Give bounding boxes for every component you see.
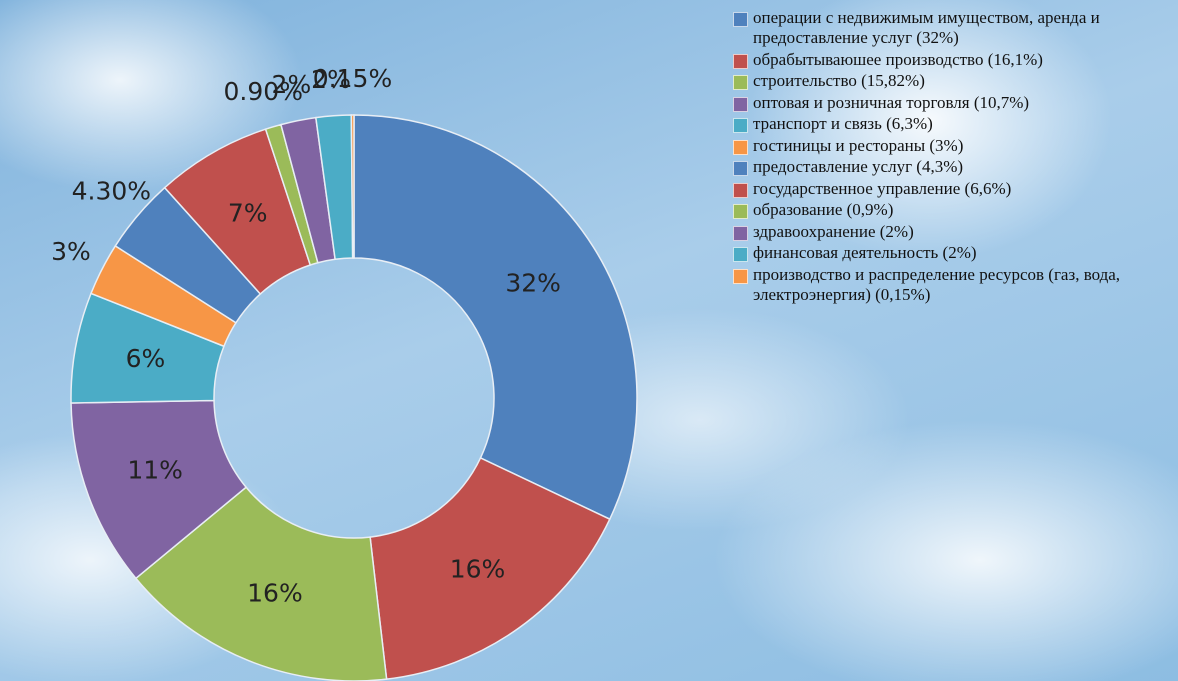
legend-item: образование (0,9%) [733, 200, 1178, 220]
legend-item: государственное управление (6,6%) [733, 179, 1178, 199]
legend: операции с недвижимым имуществом, аренда… [733, 8, 1178, 306]
legend-swatch [733, 225, 748, 241]
legend-item: операции с недвижимым имуществом, аренда… [733, 8, 1178, 48]
legend-label: строительство (15,82%) [753, 71, 925, 90]
data-label: 6% [126, 344, 166, 373]
legend-item: здравоохранение (2%) [733, 222, 1178, 242]
legend-item: транспорт и связь (6,3%) [733, 114, 1178, 134]
legend-label: транспорт и связь (6,3%) [753, 114, 933, 133]
donut-slice [134, 486, 388, 681]
data-label: 0.90% [224, 77, 303, 106]
legend-label: государственное управление (6,6%) [753, 178, 1012, 198]
data-label: 0.15% [313, 64, 392, 93]
data-label: 16% [450, 554, 506, 583]
legend-item: обрабытываюшее производство (16,1%) [733, 50, 1178, 70]
legend-label: гостиницы и рестораны (3%) [753, 135, 964, 155]
donut-slice [369, 456, 611, 680]
legend-item: финансовая деятельность (2%) [733, 243, 1178, 263]
legend-item: производство и распределение ресурсов (г… [733, 265, 1178, 305]
legend-label: оптовая и розничная торговля (10,7%) [753, 92, 1030, 112]
legend-label: операции с недвижимым имуществом, аренда… [753, 8, 1100, 47]
legend-label: образование (0,9%) [753, 200, 894, 219]
legend-swatch [733, 247, 748, 262]
data-label: 32% [505, 269, 561, 298]
donut-slice [353, 114, 638, 521]
legend-label: обрабытываюшее производство (16,1%) [753, 49, 1043, 69]
legend-swatch [733, 53, 748, 69]
data-label: 16% [247, 579, 303, 608]
legend-swatch [733, 139, 748, 155]
legend-swatch [733, 118, 748, 133]
legend-swatch [733, 204, 748, 219]
legend-label: финансовая деятельность (2%) [753, 243, 977, 262]
data-label: 7% [228, 199, 268, 228]
legend-item: предоставление услуг (4,3%) [733, 157, 1178, 177]
legend-item: строительство (15,82%) [733, 71, 1178, 91]
legend-item: оптовая и розничная торговля (10,7%) [733, 93, 1178, 113]
legend-item: гостиницы и рестораны (3%) [733, 136, 1178, 156]
data-label: 11% [127, 456, 183, 485]
legend-swatch [733, 182, 748, 198]
data-label: 2% [272, 70, 312, 99]
legend-label: производство и распределение ресурсов (г… [753, 264, 1121, 304]
legend-swatch [733, 75, 748, 90]
legend-label: предоставление услуг (4,3%) [753, 157, 964, 176]
data-label: 3% [51, 237, 91, 266]
donut-slice [350, 114, 355, 259]
legend-swatch [733, 96, 748, 112]
legend-swatch [733, 12, 748, 27]
legend-swatch [733, 268, 748, 284]
data-label: 4.30% [72, 177, 151, 206]
data-label: 2% [311, 65, 351, 94]
legend-label: здравоохранение (2%) [753, 221, 914, 241]
legend-swatch [733, 161, 748, 176]
